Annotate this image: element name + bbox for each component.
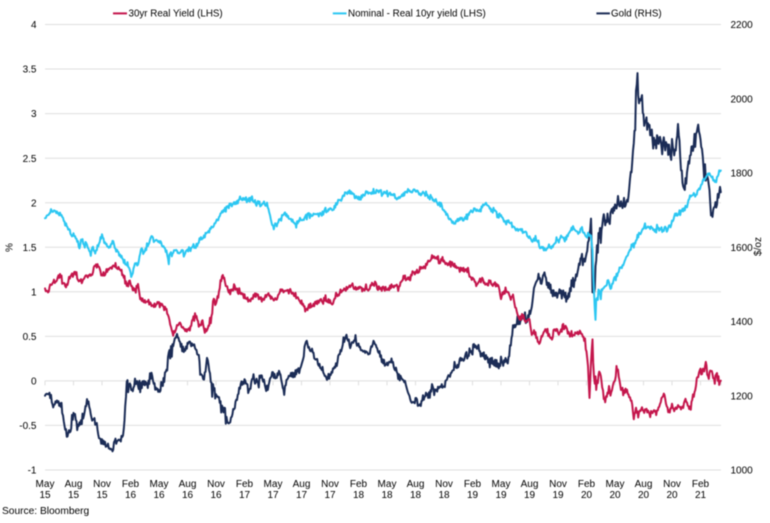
svg-text:16: 16 xyxy=(125,490,137,501)
svg-text:Nov: Nov xyxy=(207,479,225,490)
svg-text:4: 4 xyxy=(31,20,37,31)
svg-text:2000: 2000 xyxy=(731,94,754,105)
svg-text:17: 17 xyxy=(324,490,336,501)
svg-text:3: 3 xyxy=(31,109,37,120)
svg-text:15: 15 xyxy=(96,490,108,501)
svg-text:2.5: 2.5 xyxy=(23,154,37,165)
svg-text:1: 1 xyxy=(31,287,37,298)
svg-text:30yr Real Yield (LHS): 30yr Real Yield (LHS) xyxy=(129,9,223,20)
svg-text:$/oz: $/oz xyxy=(753,237,764,256)
svg-text:May: May xyxy=(378,479,397,490)
svg-text:Aug: Aug xyxy=(635,479,653,490)
svg-text:0.5: 0.5 xyxy=(23,332,37,343)
svg-text:21: 21 xyxy=(695,490,707,501)
svg-text:Aug: Aug xyxy=(407,479,425,490)
svg-text:Aug: Aug xyxy=(65,479,83,490)
svg-text:May: May xyxy=(606,479,625,490)
svg-text:16: 16 xyxy=(182,490,194,501)
svg-text:Feb: Feb xyxy=(692,479,710,490)
svg-text:16: 16 xyxy=(210,490,222,501)
svg-text:18: 18 xyxy=(410,490,422,501)
svg-text:19: 19 xyxy=(495,490,507,501)
svg-text:Nominal - Real 10yr yield (LHS: Nominal - Real 10yr yield (LHS) xyxy=(348,9,486,20)
svg-text:Nov: Nov xyxy=(549,479,567,490)
svg-text:2200: 2200 xyxy=(731,20,754,31)
svg-text:15: 15 xyxy=(39,490,51,501)
svg-text:18: 18 xyxy=(438,490,450,501)
svg-text:-0.5: -0.5 xyxy=(19,421,37,432)
svg-text:Aug: Aug xyxy=(179,479,197,490)
svg-text:16: 16 xyxy=(153,490,165,501)
svg-text:20: 20 xyxy=(666,490,678,501)
svg-text:Aug: Aug xyxy=(521,479,539,490)
svg-text:18: 18 xyxy=(381,490,393,501)
svg-text:Feb: Feb xyxy=(578,479,596,490)
svg-text:2: 2 xyxy=(31,198,37,209)
svg-text:17: 17 xyxy=(296,490,308,501)
svg-text:18: 18 xyxy=(353,490,365,501)
svg-text:Source: Bloomberg: Source: Bloomberg xyxy=(2,506,90,517)
svg-text:0: 0 xyxy=(31,377,37,388)
svg-text:1800: 1800 xyxy=(731,169,754,180)
svg-text:Nov: Nov xyxy=(321,479,339,490)
svg-text:19: 19 xyxy=(552,490,564,501)
svg-text:1200: 1200 xyxy=(731,391,754,402)
svg-text:19: 19 xyxy=(467,490,479,501)
svg-text:20: 20 xyxy=(581,490,593,501)
svg-text:3.5: 3.5 xyxy=(23,65,37,76)
svg-text:17: 17 xyxy=(239,490,251,501)
svg-text:1600: 1600 xyxy=(731,243,754,254)
svg-text:%: % xyxy=(5,243,16,252)
svg-text:Feb: Feb xyxy=(236,479,254,490)
svg-text:Feb: Feb xyxy=(464,479,482,490)
svg-text:1000: 1000 xyxy=(731,466,754,477)
svg-text:1.5: 1.5 xyxy=(23,243,37,254)
svg-text:May: May xyxy=(492,479,511,490)
svg-text:Nov: Nov xyxy=(663,479,681,490)
svg-text:Aug: Aug xyxy=(293,479,311,490)
svg-text:1400: 1400 xyxy=(731,317,754,328)
svg-text:19: 19 xyxy=(524,490,536,501)
svg-text:Nov: Nov xyxy=(435,479,453,490)
svg-text:Feb: Feb xyxy=(122,479,140,490)
svg-text:May: May xyxy=(264,479,283,490)
svg-text:20: 20 xyxy=(609,490,621,501)
svg-text:Feb: Feb xyxy=(350,479,368,490)
svg-text:15: 15 xyxy=(68,490,80,501)
svg-text:17: 17 xyxy=(267,490,279,501)
svg-text:May: May xyxy=(36,479,55,490)
svg-text:Gold (RHS): Gold (RHS) xyxy=(611,9,662,20)
svg-text:20: 20 xyxy=(638,490,650,501)
svg-text:Nov: Nov xyxy=(93,479,111,490)
svg-text:-1: -1 xyxy=(28,466,37,477)
svg-text:May: May xyxy=(150,479,169,490)
